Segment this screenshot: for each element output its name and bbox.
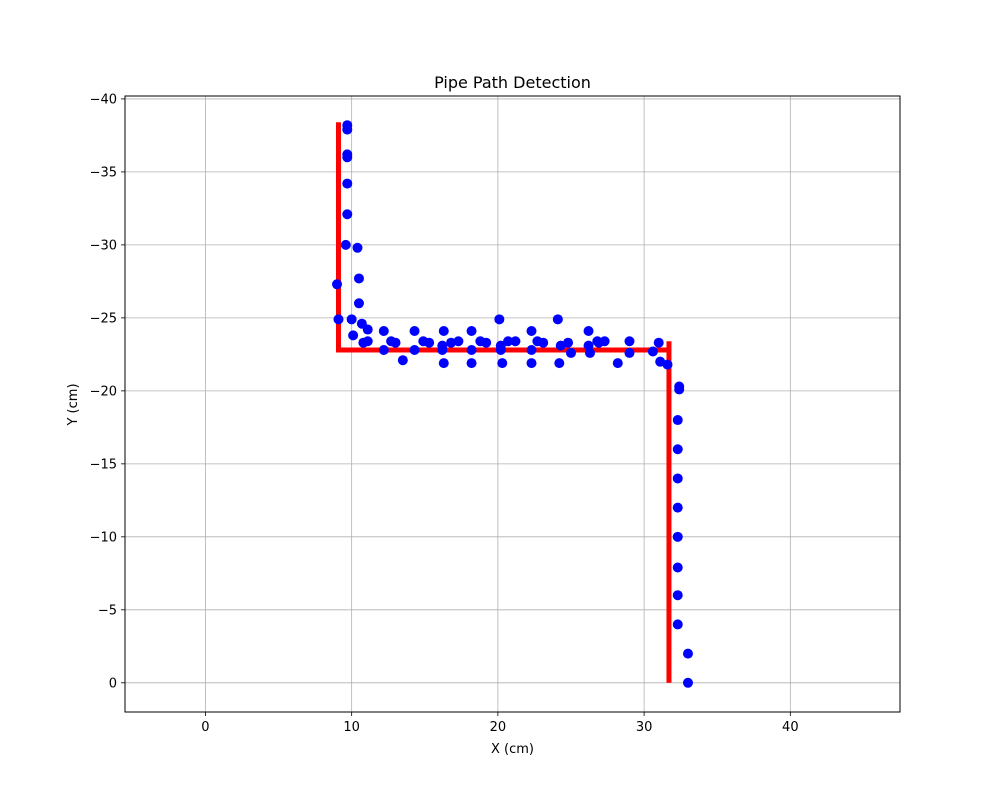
scatter-point [356, 318, 367, 329]
scatter-point [674, 381, 685, 392]
scatter-point [466, 326, 477, 337]
scatter-point [592, 336, 603, 347]
scatter-point [655, 356, 666, 367]
scatter-point [672, 415, 683, 426]
pipe-path-line [335, 122, 672, 683]
scatter-point [526, 326, 537, 337]
plot-area-frame [124, 95, 901, 713]
grid-layer [125, 96, 900, 712]
chart-title: Pipe Path Detection [434, 73, 591, 92]
scatter-point [378, 326, 389, 337]
scatter-point [497, 358, 508, 369]
scatter-point [647, 346, 658, 357]
scatter-point [333, 314, 344, 325]
scatter-point [612, 358, 623, 369]
scatter-point [438, 326, 449, 337]
scatter-point [624, 347, 635, 358]
scatter-point [353, 298, 364, 309]
y-tick-label: −5 [98, 603, 117, 618]
x-tick-label: 0 [201, 720, 209, 735]
y-tick-label: −15 [90, 457, 117, 472]
scatter-point [437, 340, 448, 351]
scatter-point [682, 648, 693, 659]
scatter-point [510, 336, 521, 347]
y-tick-label: −35 [90, 165, 117, 180]
scatter-point [397, 355, 408, 366]
scatter-point [348, 330, 359, 341]
scatter-point [342, 209, 353, 220]
scatter-point [555, 340, 566, 351]
y-tick-label: −10 [90, 530, 117, 545]
scatter-point [342, 149, 353, 160]
scatter-point [438, 358, 449, 369]
y-tick-label: −25 [90, 311, 117, 326]
scatter-point [583, 326, 594, 337]
scatter-point [653, 337, 664, 348]
scatter-point [409, 344, 420, 355]
points-layer [332, 120, 693, 688]
scatter-point [526, 358, 537, 369]
scatter-point [340, 239, 351, 250]
scatter-point [672, 619, 683, 630]
scatter-point [682, 677, 693, 688]
scatter-point [466, 358, 477, 369]
scatter-point [624, 336, 635, 347]
scatter-point [672, 531, 683, 542]
scatter-point [378, 344, 389, 355]
scatter-point [494, 314, 505, 325]
scatter-point [672, 590, 683, 601]
x-tick-label: 40 [782, 720, 799, 735]
scatter-point [386, 336, 397, 347]
scatter-point [358, 337, 369, 348]
scatter-point [526, 344, 537, 355]
scatter-point [418, 336, 429, 347]
x-tick-label: 30 [636, 720, 653, 735]
scatter-point [332, 279, 343, 290]
scatter-point [409, 326, 420, 337]
scatter-point [672, 562, 683, 573]
scatter-point [495, 344, 506, 355]
scatter-point [565, 347, 576, 358]
scatter-point [552, 314, 563, 325]
scatter-point [446, 337, 457, 348]
scatter-point [554, 358, 565, 369]
x-tick-label: 20 [490, 720, 507, 735]
scatter-point [672, 473, 683, 484]
y-tick-label: −20 [90, 384, 117, 399]
scatter-point [503, 336, 514, 347]
scatter-point [532, 336, 543, 347]
y-tick-label: −40 [90, 92, 117, 107]
y-tick-label: −30 [90, 238, 117, 253]
scatter-point [353, 273, 364, 284]
scatter-point [475, 336, 486, 347]
scatter-point [352, 242, 363, 253]
scatter-point [342, 120, 353, 131]
ticks-layer: 0 10 20 30 40 0 −5 −10 −15 −20 −25 −30 −35 −40 [90, 92, 799, 735]
scatter-point [466, 344, 477, 355]
scatter-point [346, 314, 357, 325]
scatter-point [342, 178, 353, 189]
path-layer [335, 122, 672, 683]
x-axis-label: X (cm) [491, 742, 534, 757]
x-tick-label: 10 [343, 720, 360, 735]
y-tick-label: 0 [109, 676, 117, 691]
scatter-point [583, 340, 594, 351]
scatter-point [672, 444, 683, 455]
y-axis-label: Y (cm) [66, 383, 81, 426]
scatter-point [672, 502, 683, 513]
